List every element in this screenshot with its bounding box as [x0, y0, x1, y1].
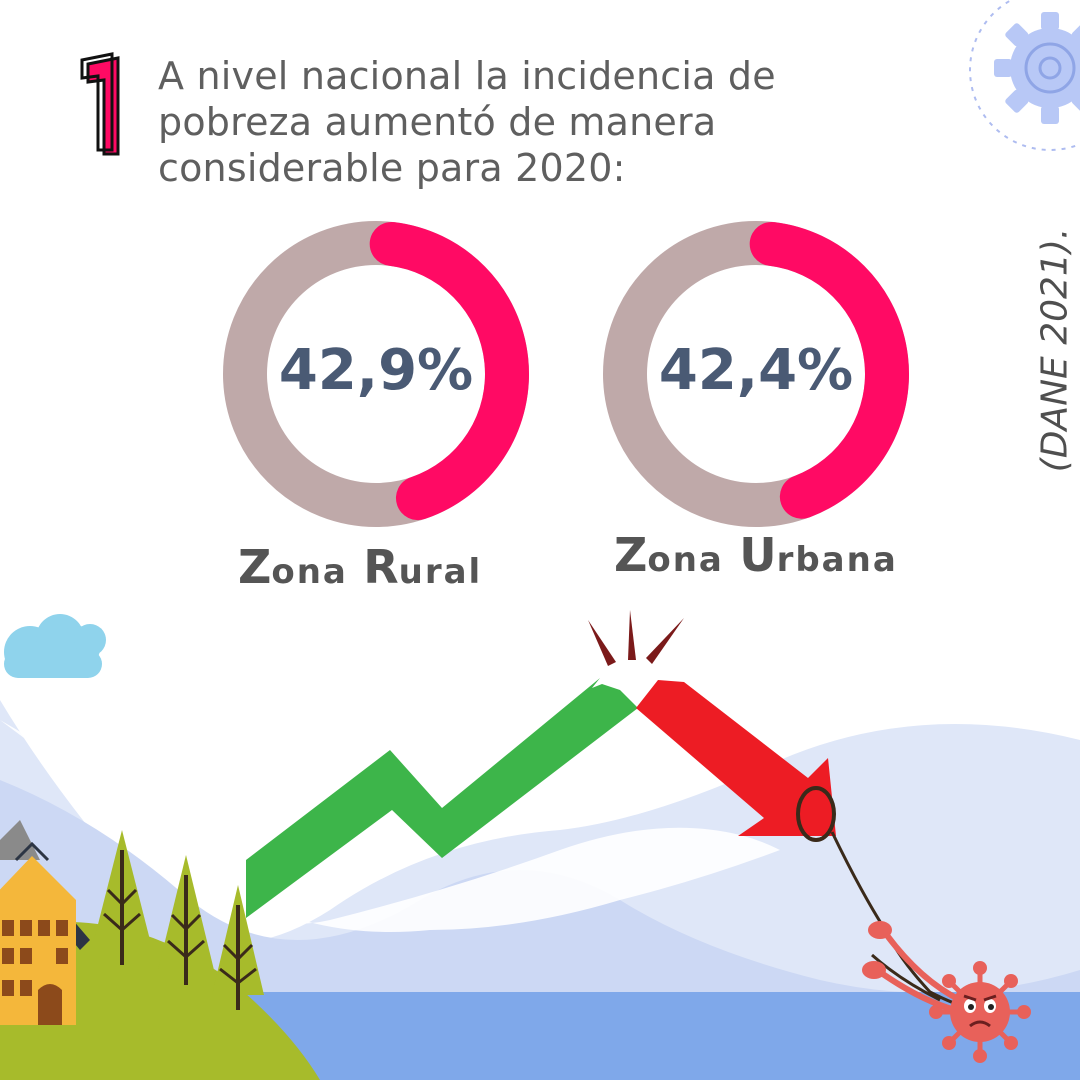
- rural-percentage: 42,9%: [278, 338, 474, 403]
- donut-urbana: [603, 221, 909, 527]
- green-up-arrow: [246, 678, 638, 918]
- gear-icon: [969, 0, 1080, 151]
- mountain-highlight: [0, 720, 780, 932]
- zone-rural-label: Zona Rural: [238, 540, 483, 594]
- donut-urbana-arc: [749, 221, 909, 519]
- house: [0, 820, 90, 1025]
- virus-character: [929, 961, 1031, 1063]
- source-note-text: (DANE 2021).: [1034, 227, 1076, 473]
- donut-rural-arc: [369, 221, 529, 521]
- cloud: [4, 614, 106, 678]
- headline-line-2: pobreza aumentó de manera: [158, 100, 717, 144]
- source-note: (DANE 2021).: [1000, 227, 1080, 473]
- landscape-illustration: [0, 610, 1080, 1080]
- step-number-badge: 1: [72, 50, 120, 156]
- urbana-percentage: 42,4%: [658, 338, 854, 403]
- break-marks: [588, 610, 684, 666]
- headline-line-3: considerable para 2020:: [158, 146, 626, 190]
- zone-urbana-label: Zona Urbana: [614, 528, 898, 582]
- grass-hill: [0, 921, 320, 1080]
- red-down-arrow: [636, 680, 836, 836]
- donut-rural: [223, 221, 529, 527]
- headline-line-1: A nivel nacional la incidencia de: [158, 54, 776, 98]
- svg-text:1: 1: [72, 50, 73, 51]
- pine-trees: [94, 830, 264, 1010]
